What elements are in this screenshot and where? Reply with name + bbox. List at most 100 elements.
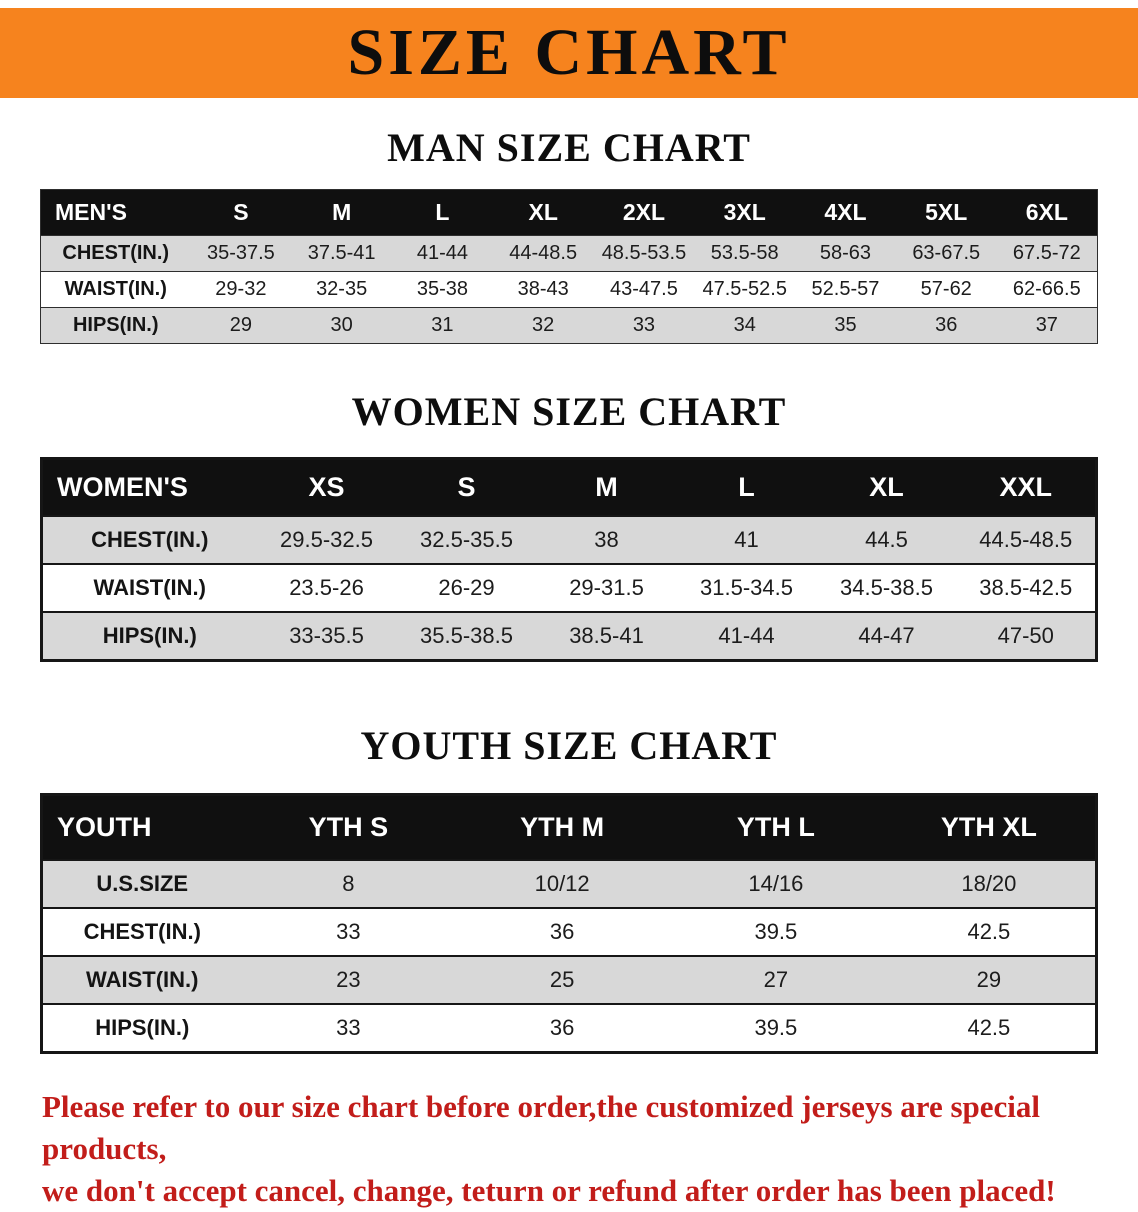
table-row: HIPS(IN.) 29 30 31 32 33 34 35 36 37 — [40, 307, 1098, 344]
size-column-header: YTH M — [455, 794, 669, 860]
size-value: 37 — [1035, 314, 1058, 336]
size-value: 25 — [549, 967, 575, 992]
women-size-chart-section: WOMEN SIZE CHART WOMEN'S XS S M L XL XXL CHEST(… — [0, 388, 1138, 662]
table-header-row: YOUTH YTH S YTH M YTH L YTH XL — [41, 794, 1097, 860]
table-row: U.S.SIZE 8 10/12 14/16 18/20 — [41, 860, 1097, 908]
youth-section-heading: YOUTH SIZE CHART — [360, 723, 778, 768]
table-row: WAIST(IN.) 23.5-26 26-29 29-31.5 31.5-34.5 34… — [41, 564, 1097, 612]
size-value: 35.5-38.5 — [420, 623, 513, 648]
title-banner: SIZE CHART — [0, 8, 1138, 98]
row-label: WAIST(IN.) — [93, 575, 206, 600]
size-value: 41-44 — [416, 242, 468, 264]
size-column-header: 5XL — [895, 189, 997, 236]
size-value: 32 — [532, 314, 555, 336]
size-value: 33 — [632, 314, 656, 336]
size-value: 31 — [431, 314, 454, 336]
size-value: 47.5-52.5 — [702, 278, 787, 300]
size-column-header: XL — [492, 189, 594, 236]
size-column-header: YTH S — [241, 794, 456, 860]
size-value: 53.5-58 — [710, 242, 779, 264]
page-title: SIZE CHART — [347, 16, 791, 89]
men-size-chart-section: MAN SIZE CHART MEN'S S M L XL 2XL 3XL 4XL 5XL 6XL… — [0, 124, 1138, 344]
size-column-header: 2XL — [593, 189, 695, 236]
size-column-header: XS — [256, 458, 397, 516]
size-value: 35-37.5 — [206, 242, 275, 264]
size-column-header: S — [190, 189, 292, 236]
size-value: 44-47 — [858, 623, 915, 648]
size-value: 10/12 — [534, 871, 590, 896]
size-value: 39.5 — [754, 1015, 798, 1040]
size-value: 37.5-41 — [307, 242, 376, 264]
size-value: 33-35.5 — [289, 623, 364, 648]
size-value: 34.5-38.5 — [840, 575, 933, 600]
size-value: 29-32 — [215, 278, 267, 300]
row-label: HIPS(IN.) — [95, 1015, 190, 1040]
table-row: CHEST(IN.) 33 36 39.5 42.5 — [41, 908, 1097, 956]
size-value: 38-43 — [517, 278, 569, 300]
size-column-header: M — [536, 458, 677, 516]
row-label: WAIST(IN.) — [86, 967, 199, 992]
size-value: 42.5 — [967, 1015, 1011, 1040]
table-row: CHEST(IN.) 29.5-32.5 32.5-35.5 38 41 44.5 44.5… — [41, 516, 1097, 564]
size-value: 57-62 — [920, 278, 972, 300]
disclaimer-line-2: we don't accept cancel, change, teturn o… — [42, 1172, 1056, 1208]
size-column-header: YTH L — [669, 794, 883, 860]
size-value: 47-50 — [997, 623, 1054, 648]
size-value: 41 — [734, 527, 759, 552]
size-value: 27 — [763, 967, 789, 992]
row-label: U.S.SIZE — [96, 871, 189, 896]
table-row: WAIST(IN.) 23 25 27 29 — [41, 956, 1097, 1004]
women-section-heading: WOMEN SIZE CHART — [351, 389, 787, 434]
size-value: 33 — [336, 1015, 361, 1040]
size-value: 8 — [342, 871, 355, 896]
size-value: 38.5-42.5 — [979, 575, 1073, 600]
women-size-table: WOMEN'S XS S M L XL XXL CHEST(IN.) 29.5-32.5 32.5… — [40, 457, 1098, 662]
size-value: 62-66.5 — [1012, 278, 1081, 300]
size-value: 31.5-34.5 — [700, 575, 793, 600]
size-value: 23 — [336, 967, 361, 992]
men-section-heading: MAN SIZE CHART — [387, 125, 751, 170]
size-column-header: 6XL — [996, 189, 1098, 236]
men-size-table: MEN'S S M L XL 2XL 3XL 4XL 5XL 6XL CHEST(IN.) 35-37… — [40, 189, 1098, 344]
size-value: 36 — [549, 1015, 575, 1040]
youth-size-chart-section: YOUTH SIZE CHART YOUTH YTH S YTH M YTH L YTH… — [0, 722, 1138, 1054]
table-row: HIPS(IN.) 33 36 39.5 42.5 — [41, 1004, 1097, 1053]
size-column-header: M — [291, 189, 393, 236]
size-value: 44.5-48.5 — [979, 527, 1073, 552]
size-value: 35-38 — [416, 278, 468, 300]
table-row: WAIST(IN.) 29-32 32-35 35-38 38-43 43-47.5 47.… — [40, 271, 1098, 308]
size-value: 35 — [834, 314, 857, 336]
size-column-header: XXL — [956, 458, 1097, 516]
size-value: 14/16 — [748, 871, 804, 896]
size-value: 48.5-53.5 — [601, 242, 687, 264]
size-value: 30 — [330, 314, 353, 336]
size-value: 29 — [229, 314, 252, 336]
size-column-header: L — [392, 189, 493, 236]
size-value: 39.5 — [754, 919, 798, 944]
table-row: HIPS(IN.) 33-35.5 35.5-38.5 38.5-41 41-44 44-… — [41, 612, 1097, 661]
size-value: 32.5-35.5 — [420, 527, 513, 552]
size-value: 18/20 — [961, 871, 1017, 896]
size-value: 29-31.5 — [569, 575, 644, 600]
size-value: 42.5 — [967, 919, 1011, 944]
size-value: 63-67.5 — [912, 242, 981, 264]
size-value: 36 — [935, 314, 958, 336]
size-value: 67.5-72 — [1012, 242, 1081, 264]
row-label: HIPS(IN.) — [102, 623, 197, 648]
size-value: 26-29 — [438, 575, 495, 600]
size-column-header: S — [396, 458, 537, 516]
size-value: 32-35 — [316, 278, 368, 300]
size-column-header: L — [676, 458, 817, 516]
size-value: 38 — [594, 527, 619, 552]
size-value: 43-47.5 — [610, 278, 678, 300]
disclaimer-line-1: Please refer to our size chart before or… — [42, 1089, 1041, 1166]
size-column-header: 4XL — [795, 189, 896, 236]
table-header-row: WOMEN'S XS S M L XL XXL — [41, 458, 1097, 516]
size-value: 52.5-57 — [811, 278, 880, 300]
size-value: 23.5-26 — [289, 575, 364, 600]
row-label: CHEST(IN.) — [83, 919, 201, 944]
size-value: 29.5-32.5 — [280, 527, 373, 552]
row-label: WAIST(IN.) — [64, 278, 167, 300]
size-value: 41-44 — [718, 623, 775, 648]
